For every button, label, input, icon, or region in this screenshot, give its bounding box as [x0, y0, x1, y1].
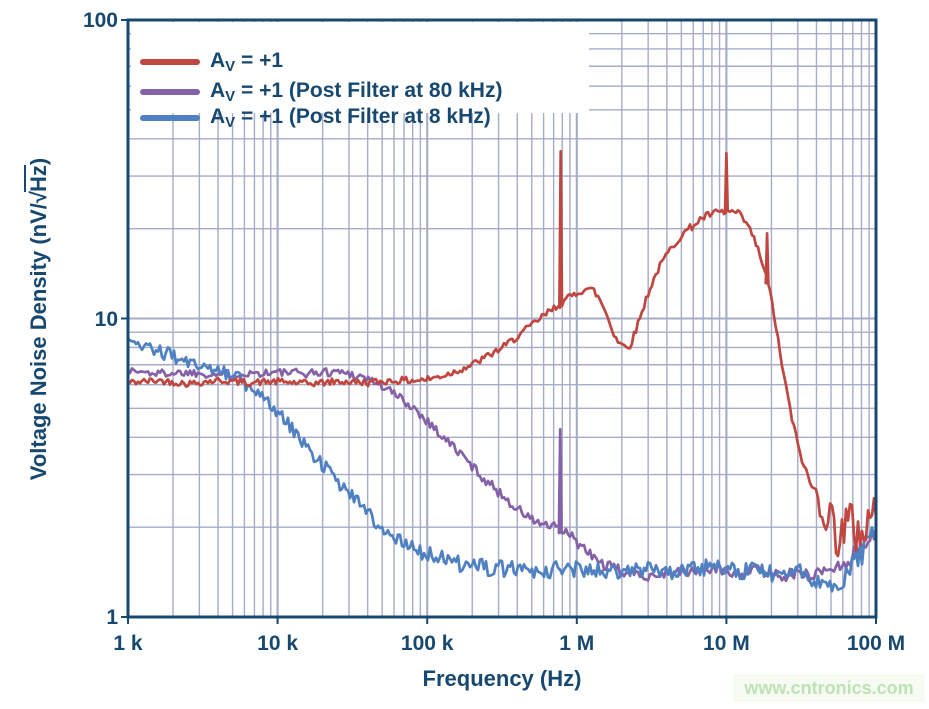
x-tick-label-100M: 100 M [846, 632, 906, 655]
watermark: www.cntronics.com [733, 674, 925, 702]
axis-ticks [121, 19, 877, 624]
curve-av1-postfilter-8khz [128, 337, 876, 593]
x-tick-label-10M: 10 M [703, 632, 750, 655]
x-axis-title: Frequency (Hz) [422, 666, 582, 691]
legend-item-av1-80khz: AV = +1 (Post Filter at 80 kHz) [140, 78, 502, 106]
x-tick-label-100k: 100 k [400, 632, 454, 655]
sqrt-overline-content: Hz [24, 165, 51, 193]
plot-frame [126, 18, 878, 619]
y-axis-title-text: Voltage Noise Density (nV/ [26, 203, 51, 481]
legend-label-av1: AV = +1 [210, 49, 284, 75]
legend-swatch-red [140, 59, 200, 65]
legend-item-av1-8khz: AV = +1 (Post Filter at 8 kHz) [140, 104, 491, 132]
x-tick-label-10k: 10 k [257, 632, 299, 655]
legend-item-av1: AV = +1 [140, 48, 283, 76]
y-tick-label-1: 1 [106, 606, 118, 629]
legend-swatch-blue [140, 115, 200, 121]
legend-label-av1-80khz: AV = +1 (Post Filter at 80 kHz) [210, 79, 503, 105]
curves [128, 150, 876, 593]
x-tick-label-1M: 1 M [559, 632, 595, 655]
legend-label-av1-8khz: AV = +1 (Post Filter at 8 kHz) [210, 105, 491, 131]
curve-av1-postfilter-80khz [128, 367, 876, 583]
y-tick-label-100: 100 [82, 9, 118, 32]
y-tick-label-10: 10 [94, 307, 118, 331]
sqrt-radical-sign: √ [26, 191, 51, 204]
curve-av1 [128, 150, 876, 558]
x-tick-label-1k: 1 k [113, 632, 143, 655]
legend-swatch-purple [140, 89, 200, 95]
legend: AV = +1 AV = +1 (Post Filter at 80 kHz) … [131, 22, 589, 131]
y-axis-title-suffix: ) [26, 157, 51, 166]
